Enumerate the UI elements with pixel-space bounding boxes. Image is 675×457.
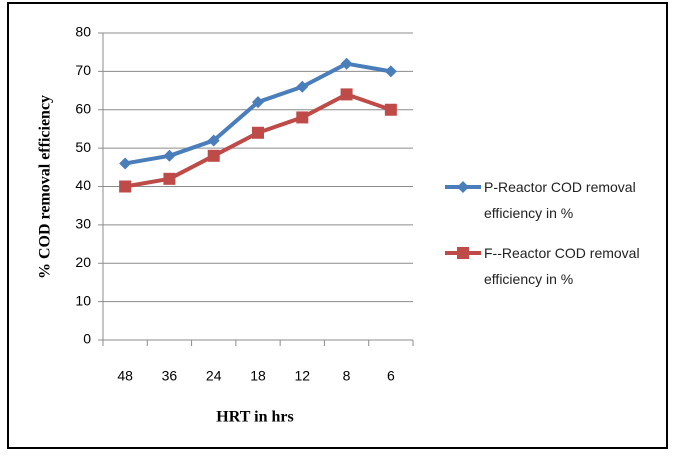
point xyxy=(119,180,132,193)
legend-label: P-Reactor COD removal efficiency in % xyxy=(484,179,636,221)
y-tick-label: 10 xyxy=(75,292,91,308)
x-tick-label: 24 xyxy=(206,368,222,384)
x-tick-label: 36 xyxy=(162,368,178,384)
x-axis-label: HRT in hrs xyxy=(216,409,293,426)
x-tick-label: 48 xyxy=(117,368,133,384)
point xyxy=(252,126,264,139)
point xyxy=(384,103,397,116)
y-tick-label: 0 xyxy=(83,331,91,347)
point xyxy=(119,157,132,170)
y-tick-label: 60 xyxy=(75,100,91,116)
legend-marker xyxy=(457,247,469,259)
legend-marker xyxy=(457,181,469,193)
point xyxy=(252,96,264,109)
x-tick-label: 12 xyxy=(294,368,310,384)
x-tick-label: 8 xyxy=(343,368,351,384)
point xyxy=(207,134,220,147)
point xyxy=(163,149,176,162)
point xyxy=(207,149,220,162)
point xyxy=(296,111,309,124)
x-tick-label: 18 xyxy=(250,368,266,384)
y-tick-label: 80 xyxy=(75,24,91,40)
y-tick-label: 50 xyxy=(75,139,91,155)
point xyxy=(340,57,353,70)
legend-label: F--Reactor COD removal efficiency in % xyxy=(484,245,640,287)
series-line xyxy=(124,92,392,189)
y-axis-label: % COD removal efficiency xyxy=(37,95,54,279)
y-tick-label: 20 xyxy=(75,254,91,270)
point xyxy=(296,80,309,93)
point xyxy=(163,172,176,185)
y-tick-label: 40 xyxy=(75,177,91,193)
x-tick-label: 6 xyxy=(387,368,395,384)
point xyxy=(384,65,397,78)
frame xyxy=(7,2,668,449)
point xyxy=(340,88,353,101)
y-tick-label: 30 xyxy=(75,216,91,232)
y-tick-label: 70 xyxy=(75,62,91,78)
